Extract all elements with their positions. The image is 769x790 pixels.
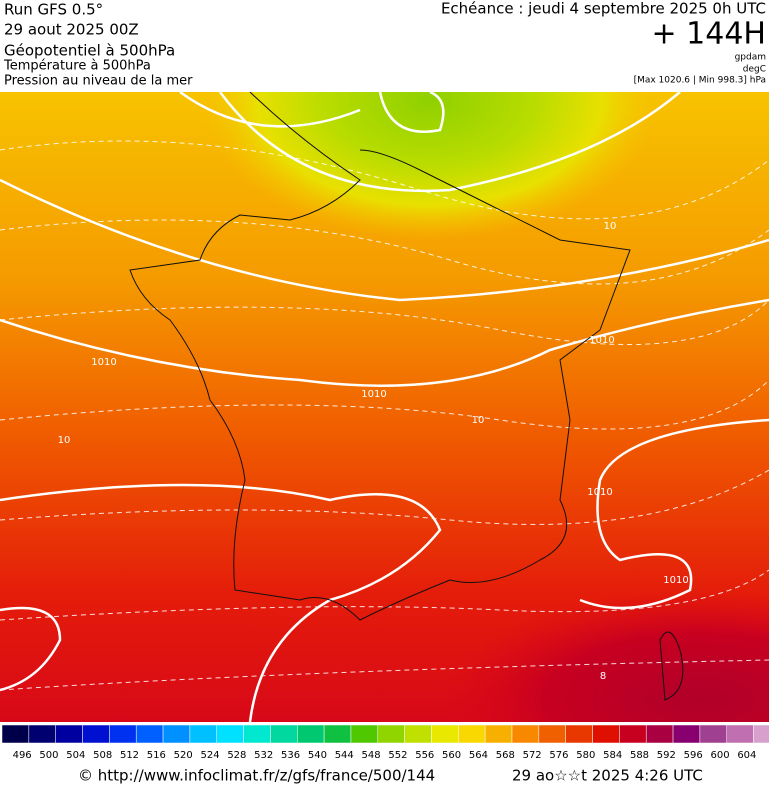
- forecast-time: Echéance : jeudi 4 septembre 2025 0h UTC: [441, 0, 766, 18]
- scale-swatch: [431, 724, 459, 744]
- scale-label: 520: [174, 750, 193, 761]
- scale-swatch: [216, 724, 244, 744]
- scale-label: 596: [684, 750, 703, 761]
- scale-swatch: [726, 724, 754, 744]
- scale-swatch: [538, 724, 566, 744]
- isotherm-label: 8: [600, 671, 606, 682]
- scale-swatch: [135, 724, 164, 744]
- scale-swatch: [511, 724, 540, 744]
- scale-swatch: [243, 724, 271, 744]
- field-subtitle: Température à 500hPa: [3, 59, 151, 74]
- scale-swatch: [645, 724, 674, 744]
- scale-label: 528: [227, 750, 246, 761]
- scale-swatch: [28, 724, 56, 744]
- scale-swatch: [82, 724, 110, 744]
- timestamp: 29 ao☆☆t 2025 4:26 UTC: [512, 767, 703, 785]
- scale-swatch: [189, 724, 217, 744]
- scale-swatch: [162, 724, 191, 744]
- scale-swatch: [350, 724, 379, 744]
- isobar-label: 1010: [91, 357, 116, 368]
- field-title: Géopotentiel à 500hPa: [4, 42, 175, 60]
- scale-label: 604: [737, 750, 756, 761]
- scale-label: 584: [603, 750, 622, 761]
- scale-swatch: [592, 724, 620, 744]
- scale-swatch: [55, 724, 83, 744]
- scale-label: 496: [13, 750, 32, 761]
- isobar-label: 1010: [361, 389, 386, 400]
- isotherm-label: 10: [472, 415, 485, 426]
- pressure-extremes: [Max 1020.6 | Min 998.3] hPa: [634, 76, 766, 86]
- scale-label: 504: [66, 750, 85, 761]
- scale-label: 564: [469, 750, 488, 761]
- scale-label: 540: [308, 750, 327, 761]
- scale-swatch: [109, 724, 137, 744]
- scale-swatch: [404, 724, 432, 744]
- run-date: 29 aout 2025 00Z: [4, 21, 139, 39]
- source-url: © http://www.infoclimat.fr/z/gfs/france/…: [78, 767, 435, 785]
- scale-swatch: [484, 724, 513, 744]
- isobar-label: 1010: [589, 335, 614, 346]
- scale-swatch: [270, 724, 298, 744]
- scale-swatch: [323, 724, 352, 744]
- scale-label: 544: [335, 750, 354, 761]
- scale-label: 576: [549, 750, 568, 761]
- scale-label: 548: [362, 750, 381, 761]
- field-subtitle: Pression au niveau de la mer: [4, 74, 193, 89]
- scale-label: 536: [281, 750, 300, 761]
- scale-label: 568: [496, 750, 515, 761]
- scale-label: 516: [147, 750, 166, 761]
- scale-label: 512: [120, 750, 139, 761]
- scale-label: 532: [254, 750, 273, 761]
- run-title: Run GFS 0.5°: [4, 1, 103, 19]
- scale-swatch: [1, 724, 30, 744]
- scale-label: 572: [523, 750, 542, 761]
- scale-label: 600: [710, 750, 729, 761]
- scale-label: 580: [576, 750, 595, 761]
- isotherm-label: 10: [58, 435, 71, 446]
- scale-swatch: [753, 724, 769, 744]
- scale-label: 552: [388, 750, 407, 761]
- isobar-label: 1010: [587, 487, 612, 498]
- scale-swatch: [672, 724, 701, 744]
- scale-label: 508: [93, 750, 112, 761]
- scale-label: 500: [39, 750, 58, 761]
- isobar-label: 1010: [663, 575, 688, 586]
- scale-swatch: [565, 724, 593, 744]
- scale-swatch: [297, 724, 325, 744]
- unit: gpdam: [735, 53, 766, 63]
- scale-swatch: [619, 724, 647, 744]
- scale-swatch: [377, 724, 405, 744]
- lead-time: + 144H: [652, 17, 767, 52]
- scale-label: 592: [657, 750, 676, 761]
- scale-swatch: [699, 724, 727, 744]
- isotherm-label: 10: [604, 221, 617, 232]
- scale-swatch: [458, 724, 486, 744]
- scale-label: 560: [442, 750, 461, 761]
- unit: degC: [743, 65, 766, 75]
- scale-label: 524: [200, 750, 219, 761]
- scale-label: 588: [630, 750, 649, 761]
- scale-label: 556: [415, 750, 434, 761]
